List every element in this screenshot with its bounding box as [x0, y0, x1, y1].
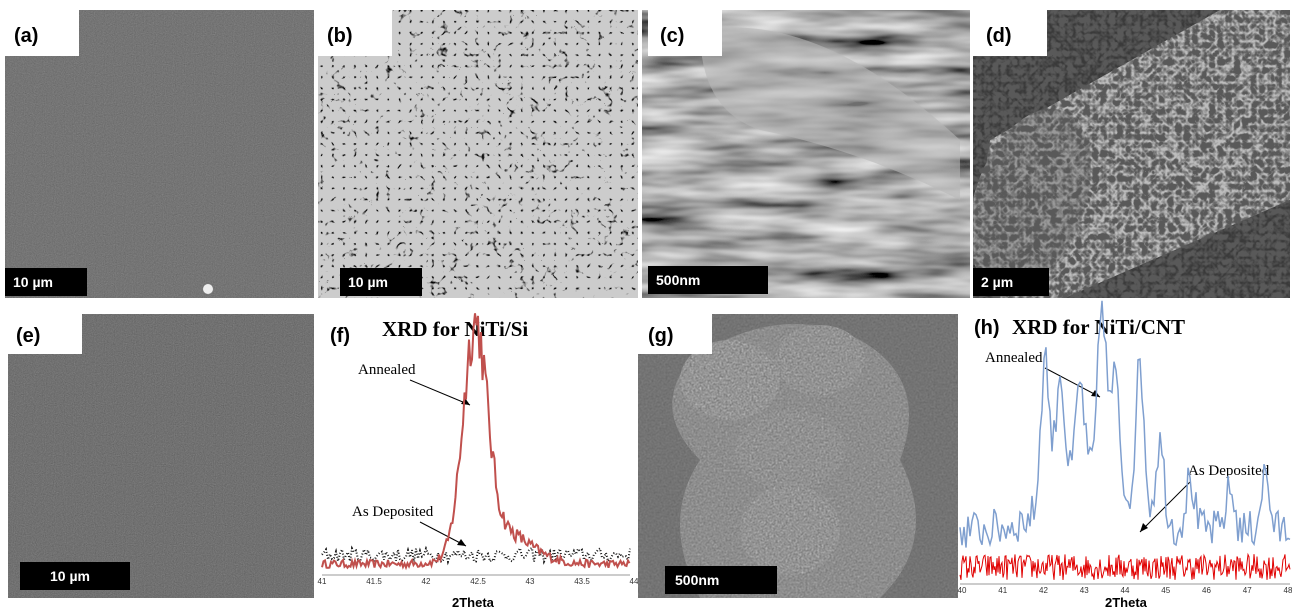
x-tick-label: 47 [1243, 586, 1252, 595]
figure: (a) 10 µm (b) 10 µm (c) 500nm (d) 2 µm (… [0, 0, 1292, 614]
panel-h: (h) XRD for NiTi/CNT Annealed As Deposit… [958, 301, 1292, 610]
panel-a: (a) 10 µm [5, 10, 314, 298]
panel-label: (g) [648, 325, 674, 347]
x-tick-label: 43 [1080, 586, 1089, 595]
annotation: Annealed [358, 362, 416, 378]
trace-annealed [322, 313, 630, 568]
panel-g: (g) 500nm [638, 314, 958, 598]
panel-label: (b) [327, 25, 353, 47]
x-tick-label: 42 [422, 577, 431, 586]
sem-texture [638, 314, 958, 598]
plot-title: XRD for NiTi/Si [382, 317, 528, 341]
x-tick-label: 41 [998, 586, 1007, 595]
scale-text: 500nm [675, 572, 719, 588]
annotation: As Deposited [1188, 463, 1270, 479]
scale-text: 2 µm [981, 274, 1013, 290]
panel-f: (f) XRD for NiTi/Si Annealed As Deposite… [318, 313, 639, 610]
x-axis-label: 2Theta [1105, 595, 1148, 610]
arrow [1045, 368, 1100, 397]
panel-label: (h) [974, 317, 1000, 339]
x-tick-label: 45 [1161, 586, 1170, 595]
x-tick-label: 44 [1121, 586, 1130, 595]
annotation: As Deposited [352, 504, 434, 520]
x-tick-label: 44 [630, 577, 639, 586]
panel-label: (a) [14, 25, 38, 47]
arrowhead [1140, 523, 1148, 532]
arrow [410, 380, 470, 405]
scale-text: 10 µm [13, 274, 53, 290]
scale-text: 10 µm [348, 274, 388, 290]
x-tick-label: 42.5 [470, 577, 486, 586]
trace-as-deposited [960, 554, 1290, 580]
x-tick-label: 43.5 [574, 577, 590, 586]
particle [203, 284, 213, 294]
x-tick-label: 41 [318, 577, 327, 586]
panel-c: (c) 500nm [642, 10, 970, 298]
scale-text: 10 µm [50, 568, 90, 584]
annotation: Annealed [985, 350, 1043, 366]
panel-e: (e) 10 µm [8, 314, 314, 598]
scale-text: 500nm [656, 272, 700, 288]
panel-d: (d) 2 µm [946, 10, 1290, 308]
x-axis-label: 2Theta [452, 595, 495, 610]
panel-b: (b) 10 µm [318, 10, 638, 298]
panel-label: (e) [16, 325, 40, 347]
x-tick-label: 42 [1039, 586, 1048, 595]
x-tick-label: 46 [1202, 586, 1211, 595]
x-tick-label: 48 [1284, 586, 1292, 595]
panel-label: (d) [986, 25, 1012, 47]
trace-as-deposited [322, 548, 630, 562]
x-tick-label: 43 [526, 577, 535, 586]
panel-label: (f) [330, 325, 350, 347]
x-tick-label: 40 [958, 586, 967, 595]
panel-label: (c) [660, 25, 684, 47]
x-tick-label: 41.5 [366, 577, 382, 586]
sem-texture [8, 314, 314, 598]
